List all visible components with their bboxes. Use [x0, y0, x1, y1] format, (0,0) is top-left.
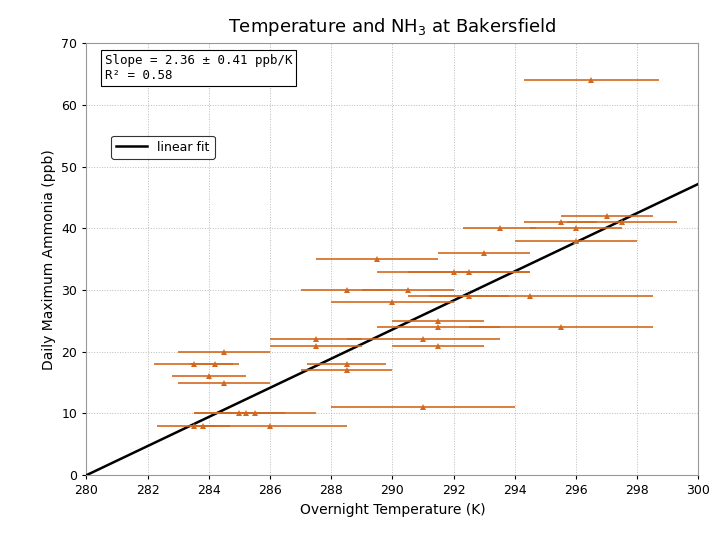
- Text: Slope = 2.36 ± 0.41 ppb/K
R² = 0.58: Slope = 2.36 ± 0.41 ppb/K R² = 0.58: [105, 54, 292, 82]
- Title: Temperature and NH$_3$ at Bakersfield: Temperature and NH$_3$ at Bakersfield: [228, 16, 557, 38]
- X-axis label: Overnight Temperature (K): Overnight Temperature (K): [300, 503, 485, 517]
- Y-axis label: Daily Maximum Ammonia (ppb): Daily Maximum Ammonia (ppb): [42, 149, 56, 369]
- Legend: linear fit: linear fit: [111, 136, 215, 159]
